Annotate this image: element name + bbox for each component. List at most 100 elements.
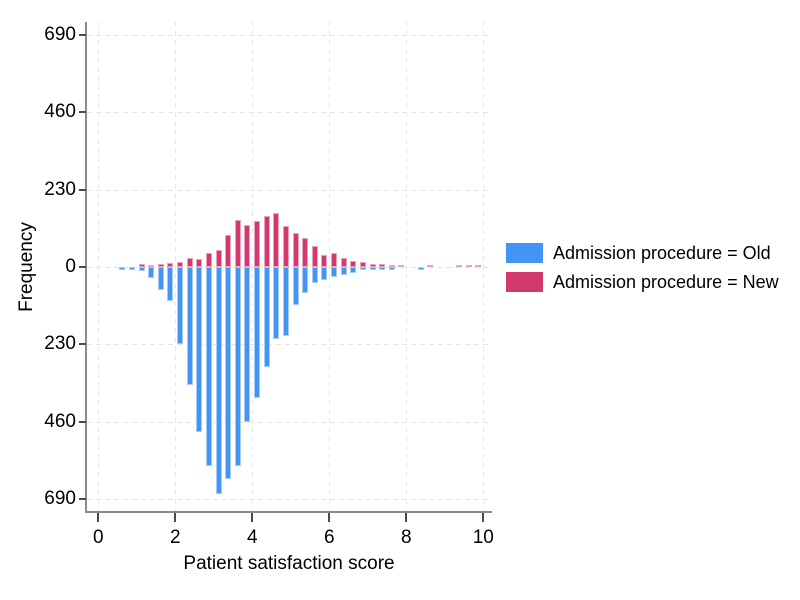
- histogram-bar-old: [321, 267, 328, 280]
- x-tick: [482, 513, 485, 522]
- histogram-bar-new: [359, 261, 366, 267]
- x-tick-label: 10: [472, 527, 494, 548]
- histogram-bar-old: [234, 267, 241, 466]
- histogram-bar-new: [475, 264, 482, 267]
- y-gridline: [87, 499, 491, 501]
- histogram-bar-new: [302, 238, 309, 267]
- x-tick: [328, 513, 331, 522]
- histogram-bar-old: [350, 267, 357, 273]
- histogram-bar-new: [205, 252, 212, 267]
- histogram-bar-new: [398, 264, 405, 267]
- histogram-bar-old: [148, 267, 155, 279]
- histogram-bar-new: [340, 258, 347, 267]
- y-tick-label: 460: [44, 410, 76, 432]
- x-gridline: [406, 22, 408, 512]
- histogram-bar-old: [196, 267, 203, 432]
- histogram-bar-new: [369, 263, 376, 267]
- legend-label-new: Admission procedure = New: [553, 271, 779, 292]
- histogram-bar-old: [311, 267, 318, 284]
- x-tick-label: 4: [247, 527, 258, 548]
- histogram-bar-new: [388, 264, 395, 267]
- x-tick: [97, 513, 100, 522]
- histogram-bar-old: [340, 267, 347, 276]
- histogram-bar-new: [263, 215, 270, 267]
- histogram-bar-old: [186, 267, 193, 385]
- histogram-bar-old: [273, 267, 280, 340]
- legend-label-old: Admission procedure = Old: [553, 242, 771, 263]
- y-tick: [79, 420, 86, 423]
- histogram-bar-new: [427, 264, 434, 267]
- histogram-bar-old: [205, 267, 212, 466]
- x-tick-label: 8: [401, 527, 412, 548]
- x-tick-label: 2: [170, 527, 181, 548]
- histogram-bar-old: [138, 267, 145, 272]
- y-axis-title: Frequency: [16, 222, 37, 312]
- histogram-bar-new: [157, 263, 164, 267]
- histogram-bar-old: [263, 267, 270, 367]
- x-gridline: [98, 22, 100, 512]
- histogram-bar-new: [148, 264, 155, 267]
- x-tick: [174, 513, 177, 522]
- histogram-bar-old: [359, 267, 366, 271]
- legend-swatch-new: [506, 272, 543, 292]
- y-tick-label: 230: [44, 333, 76, 355]
- histogram-bar-new: [331, 252, 338, 267]
- y-tick: [79, 33, 86, 36]
- y-tick-label: 690: [44, 488, 76, 510]
- histogram-bar-old: [225, 267, 232, 479]
- y-gridline: [87, 267, 491, 268]
- y-gridline: [87, 344, 491, 346]
- histogram-bar-new: [186, 257, 193, 267]
- x-axis-line: [85, 511, 492, 513]
- histogram-bar-old: [292, 267, 299, 305]
- histogram-bar-old: [254, 267, 261, 398]
- histogram-bar-new: [234, 220, 241, 267]
- histogram-bar-new: [282, 226, 289, 267]
- histogram-bar-old: [282, 267, 289, 337]
- plot-area: [87, 22, 491, 512]
- x-gridline: [175, 22, 177, 512]
- x-gridline: [252, 22, 254, 512]
- y-axis-line: [85, 22, 87, 513]
- x-tick: [251, 513, 254, 522]
- histogram-bar-new: [465, 264, 472, 267]
- histogram-bar-old: [177, 267, 184, 345]
- histogram-bar-new: [311, 246, 318, 267]
- histogram-bar-old: [369, 267, 376, 270]
- histogram-bar-new: [244, 224, 251, 267]
- y-tick-label: 230: [44, 178, 76, 200]
- y-gridline: [87, 189, 491, 191]
- histogram-bar-old: [388, 267, 395, 270]
- histogram-bar-new: [254, 221, 261, 267]
- histogram-bar-old: [302, 267, 309, 294]
- y-tick: [79, 188, 86, 191]
- histogram-bar-old: [215, 267, 222, 495]
- x-axis-title: Patient satisfaction score: [183, 553, 395, 574]
- y-tick-label: 460: [44, 101, 76, 123]
- histogram-bar-new: [350, 260, 357, 267]
- histogram-bar-new: [379, 264, 386, 267]
- histogram-bar-new: [321, 254, 328, 267]
- histogram-bar-new: [167, 263, 174, 267]
- histogram-bar-old: [119, 267, 126, 270]
- histogram-bar-old: [331, 267, 338, 277]
- x-tick-label: 6: [324, 527, 335, 548]
- histogram-bar-old: [128, 267, 135, 270]
- histogram-bar-old: [417, 267, 424, 270]
- y-tick-label: 690: [44, 23, 76, 45]
- y-tick: [79, 343, 86, 346]
- histogram-bar-new: [177, 261, 184, 267]
- y-gridline: [87, 421, 491, 423]
- legend-swatch-old: [506, 243, 543, 263]
- histogram-bar-old: [157, 267, 164, 290]
- x-gridline: [329, 22, 331, 512]
- y-gridline: [87, 112, 491, 114]
- x-tick: [405, 513, 408, 522]
- y-tick: [79, 498, 86, 501]
- legend: Admission procedure = Old Admission proc…: [506, 243, 779, 301]
- histogram-bar-new: [292, 232, 299, 267]
- histogram-bar-new: [138, 264, 145, 267]
- legend-item-old: Admission procedure = Old: [506, 243, 779, 263]
- histogram-bar-old: [167, 267, 174, 301]
